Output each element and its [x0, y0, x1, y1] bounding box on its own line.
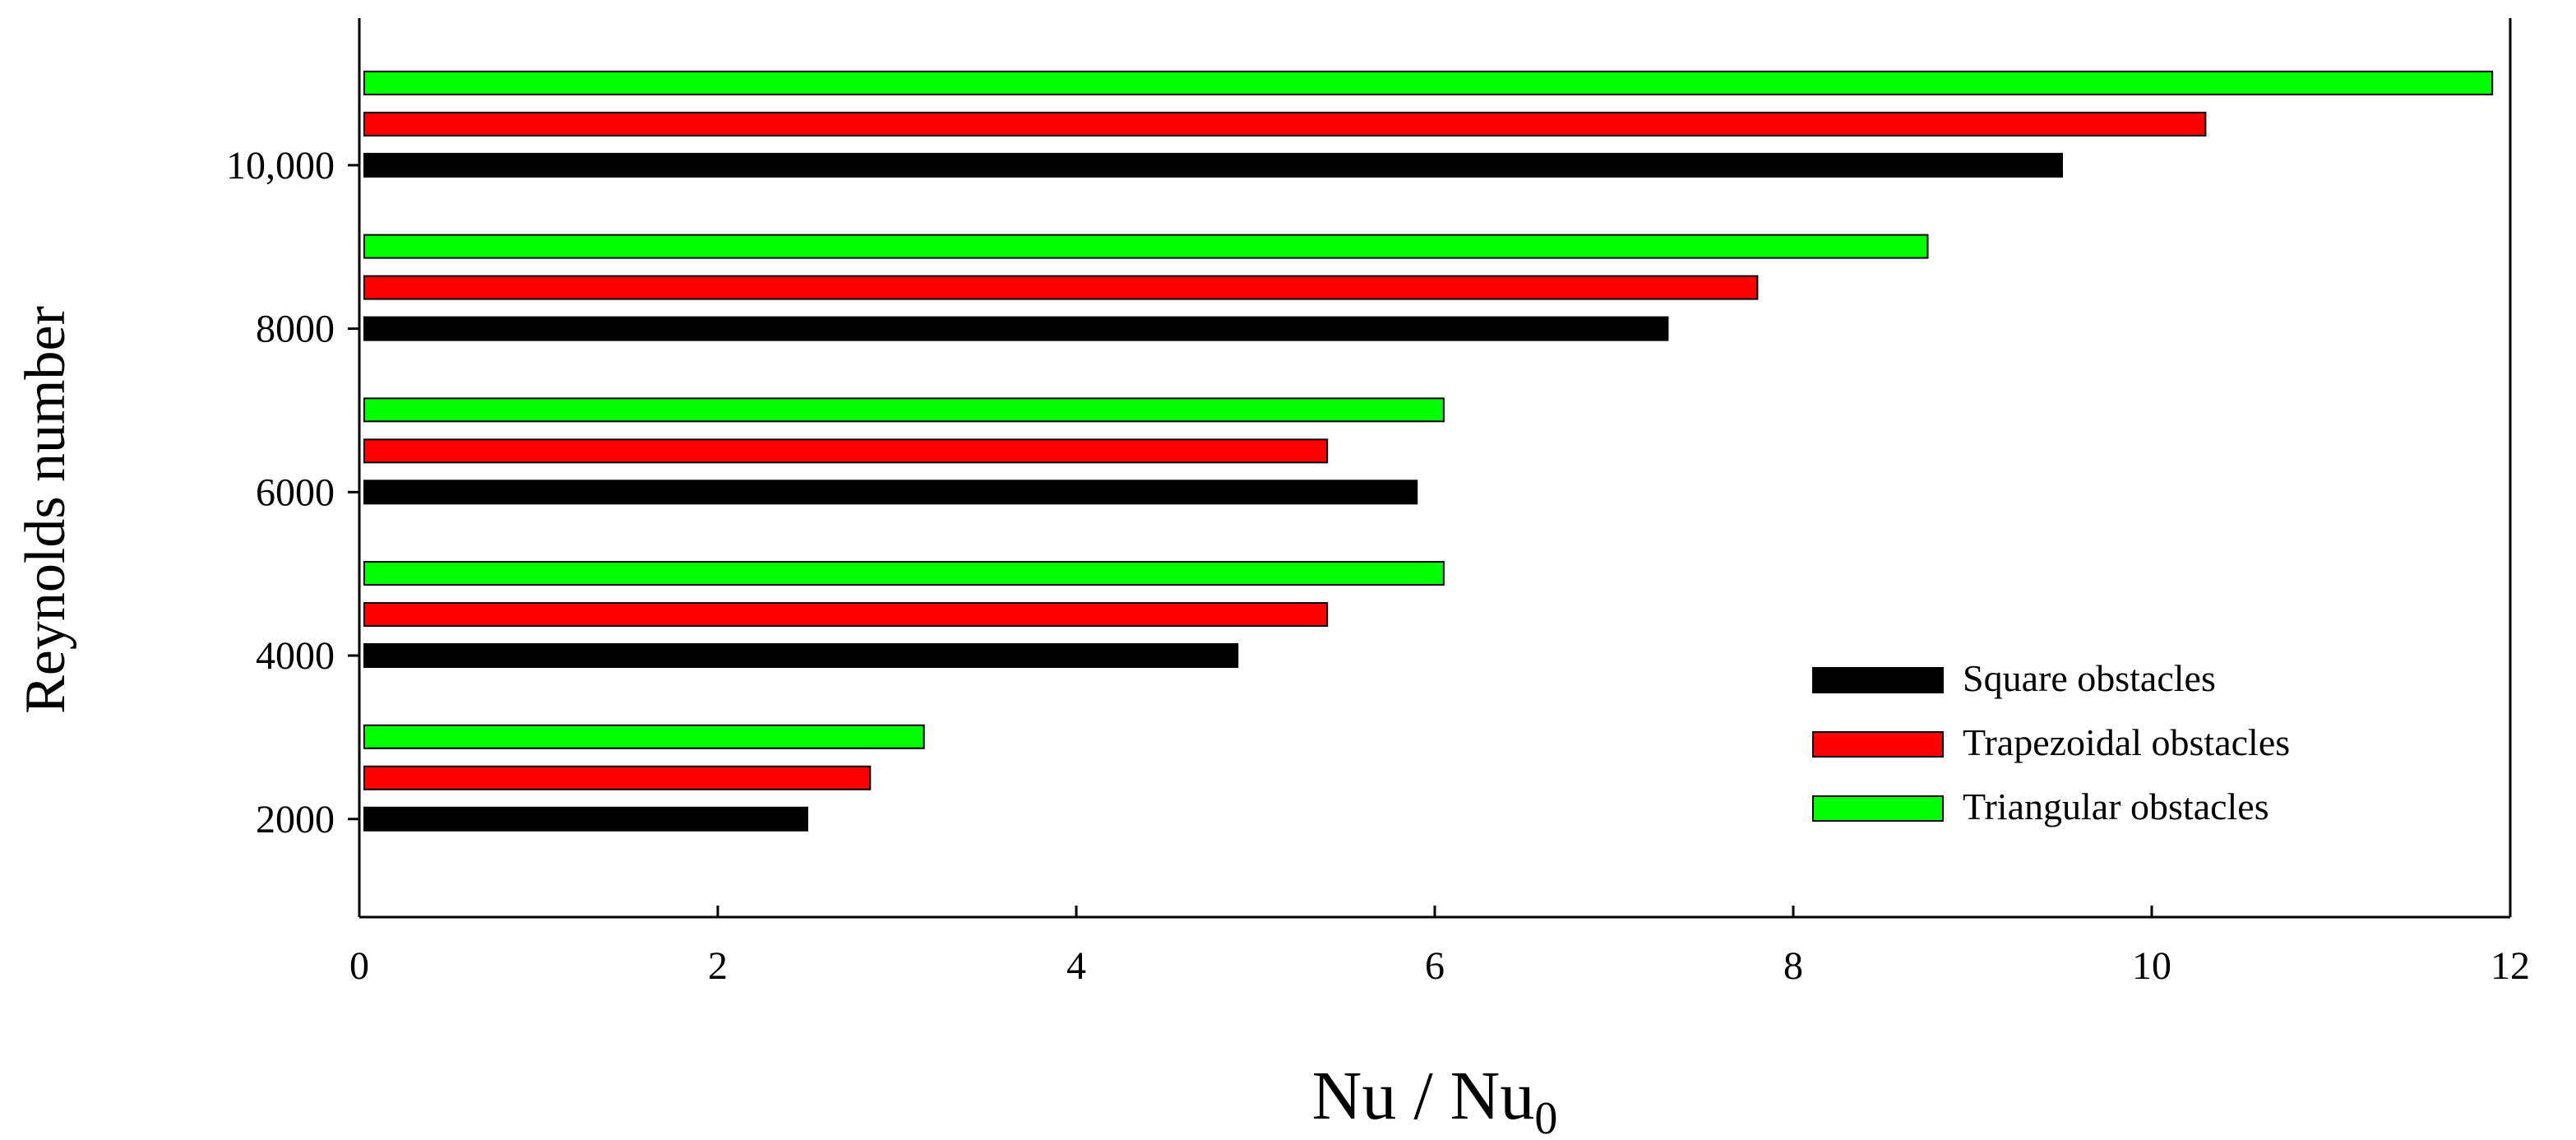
bar-triangular-obstacles-8000 [363, 234, 1929, 259]
x-tick-label: 6 [1425, 944, 1445, 988]
bar-triangular-obstacles-6000 [363, 397, 1445, 423]
legend-swatch [1812, 667, 1944, 693]
x-axis-title: Nu / Nu0 [1312, 1058, 1558, 1140]
x-axis-title-subscript: 0 [1534, 1093, 1557, 1140]
bar-triangular-obstacles-10000 [363, 70, 2494, 95]
bar-square-obstacles-4000 [363, 643, 1239, 669]
x-tick-label: 10 [2132, 944, 2171, 988]
legend-label: Trapezoidal obstacles [1963, 721, 2290, 763]
y-tick-label: 10,000 [226, 144, 335, 188]
x-tick-label: 2 [708, 944, 728, 988]
x-tick-label: 4 [1066, 944, 1086, 988]
x-axis-title-main: Nu / Nu [1312, 1058, 1535, 1134]
legend-swatch [1812, 795, 1944, 822]
legend: Square obstacles Trapezoidal obstacles Tri… [1812, 657, 2290, 827]
legend-label: Square obstacles [1963, 657, 2216, 699]
bars-group [363, 70, 2494, 832]
bar-square-obstacles-6000 [363, 480, 1418, 505]
y-tick-label: 4000 [256, 634, 335, 678]
x-tick-label: 12 [2490, 944, 2530, 988]
y-tick-label: 2000 [256, 798, 335, 841]
y-axis-title: Reynolds number [14, 306, 77, 714]
bar-square-obstacles-10000 [363, 152, 2063, 178]
bar-trapezoidal-obstacles-8000 [363, 275, 1759, 300]
x-tick-label: 0 [349, 944, 369, 988]
x-ticks-group: 0 2 4 6 8 10 12 [349, 906, 2530, 988]
y-tick-label: 8000 [256, 308, 335, 351]
y-ticks-group: 2000 4000 6000 8000 10,000 [226, 144, 359, 841]
y-tick-label: 6000 [256, 470, 335, 514]
legend-label: Triangular obstacles [1963, 785, 2269, 827]
bar-triangular-obstacles-4000 [363, 561, 1445, 586]
legend-swatch [1812, 731, 1944, 758]
bar-trapezoidal-obstacles-10000 [363, 111, 2207, 137]
bar-trapezoidal-obstacles-4000 [363, 602, 1329, 628]
bar-trapezoidal-obstacles-2000 [363, 765, 872, 790]
x-tick-label: 8 [1783, 944, 1803, 988]
bar-trapezoidal-obstacles-6000 [363, 438, 1329, 464]
bar-square-obstacles-2000 [363, 806, 808, 832]
bar-triangular-obstacles-2000 [363, 724, 925, 749]
bar-square-obstacles-8000 [363, 316, 1669, 341]
